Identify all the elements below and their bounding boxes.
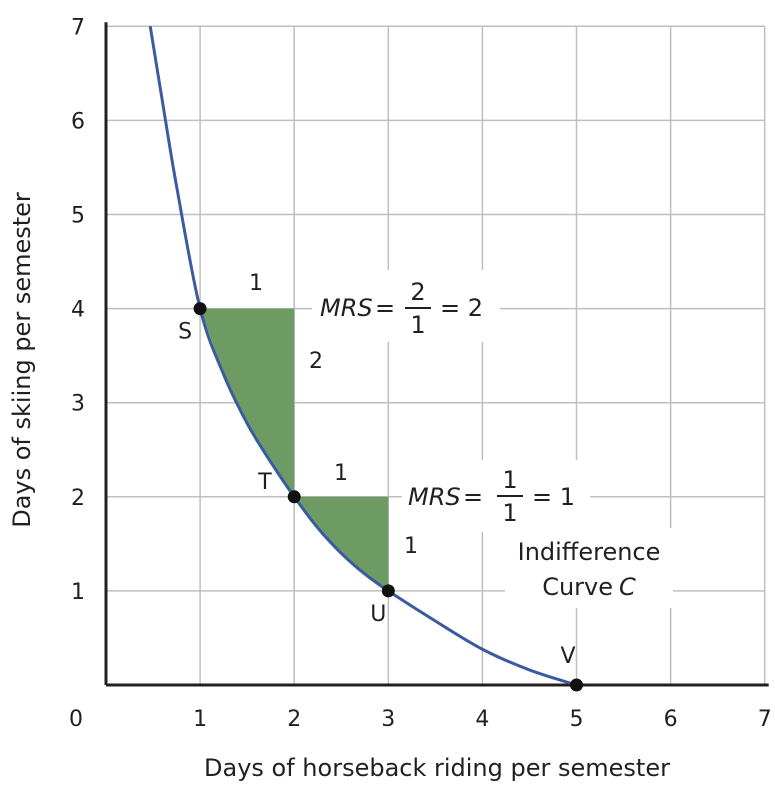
step1-run-label: 1 xyxy=(249,271,263,296)
point-S xyxy=(193,302,207,316)
axes xyxy=(104,22,769,687)
mrs1-equals: = xyxy=(375,294,395,322)
x-axis-title: Days of horseback riding per semester xyxy=(204,754,670,782)
x-tick-1: 1 xyxy=(193,707,207,732)
step2-run-label: 1 xyxy=(334,461,348,486)
point-U xyxy=(381,584,395,598)
y-tick-2: 2 xyxy=(71,486,85,511)
x-tick-5: 5 xyxy=(570,707,584,732)
mrs1-label-bg xyxy=(312,270,500,342)
x-tick-2: 2 xyxy=(287,707,301,732)
step2-rise-label: 1 xyxy=(404,534,418,559)
tick-labels: 0 1 2 3 4 5 6 7 1 2 3 4 5 6 7 xyxy=(69,15,772,732)
curve-label-line2: Curve C xyxy=(542,573,636,601)
mrs1-result: = 2 xyxy=(440,294,483,322)
point-V xyxy=(570,678,583,692)
mrs2-denominator: 1 xyxy=(502,499,517,527)
x-tick-4: 4 xyxy=(475,707,489,732)
y-tick-4: 4 xyxy=(71,298,85,323)
point-label-U: U xyxy=(370,602,386,627)
mrs2-label-bg xyxy=(402,460,590,532)
curve-label-word: Curve xyxy=(542,573,613,601)
mrs1-prefix: MRS xyxy=(320,294,373,322)
y-tick-5: 5 xyxy=(71,204,85,229)
y-tick-6: 6 xyxy=(71,109,85,134)
curve-label-letter: C xyxy=(619,573,636,601)
point-T xyxy=(287,490,301,504)
mrs1-denominator: 1 xyxy=(410,311,425,339)
y-axis-title: Days of skiing per semester xyxy=(8,192,36,528)
point-label-T: T xyxy=(257,470,272,495)
x-tick-6: 6 xyxy=(664,707,678,732)
x-tick-7: 7 xyxy=(758,707,772,732)
mrs1-numerator: 2 xyxy=(410,278,425,306)
mrs2-result: = 1 xyxy=(532,483,575,511)
mrs-triangle-1 xyxy=(200,308,295,497)
mrs2-equals: = xyxy=(463,483,483,511)
y-tick-7: 7 xyxy=(71,15,85,40)
x-tick-3: 3 xyxy=(381,707,395,732)
mrs-triangles xyxy=(200,308,389,591)
curve-label-line1: Indifference xyxy=(518,538,661,566)
y-tick-1: 1 xyxy=(71,580,85,605)
point-label-S: S xyxy=(178,320,192,345)
origin-label: 0 xyxy=(69,707,83,732)
step1-rise-label: 2 xyxy=(309,349,323,374)
curve-label-bg xyxy=(505,528,673,608)
y-tick-3: 3 xyxy=(71,392,85,417)
mrs2-prefix: MRS xyxy=(408,483,461,511)
mrs-triangle-2 xyxy=(294,496,389,591)
mrs2-numerator: 1 xyxy=(502,466,517,494)
point-label-V: V xyxy=(561,644,576,669)
curve-points: S T U V xyxy=(178,302,583,692)
